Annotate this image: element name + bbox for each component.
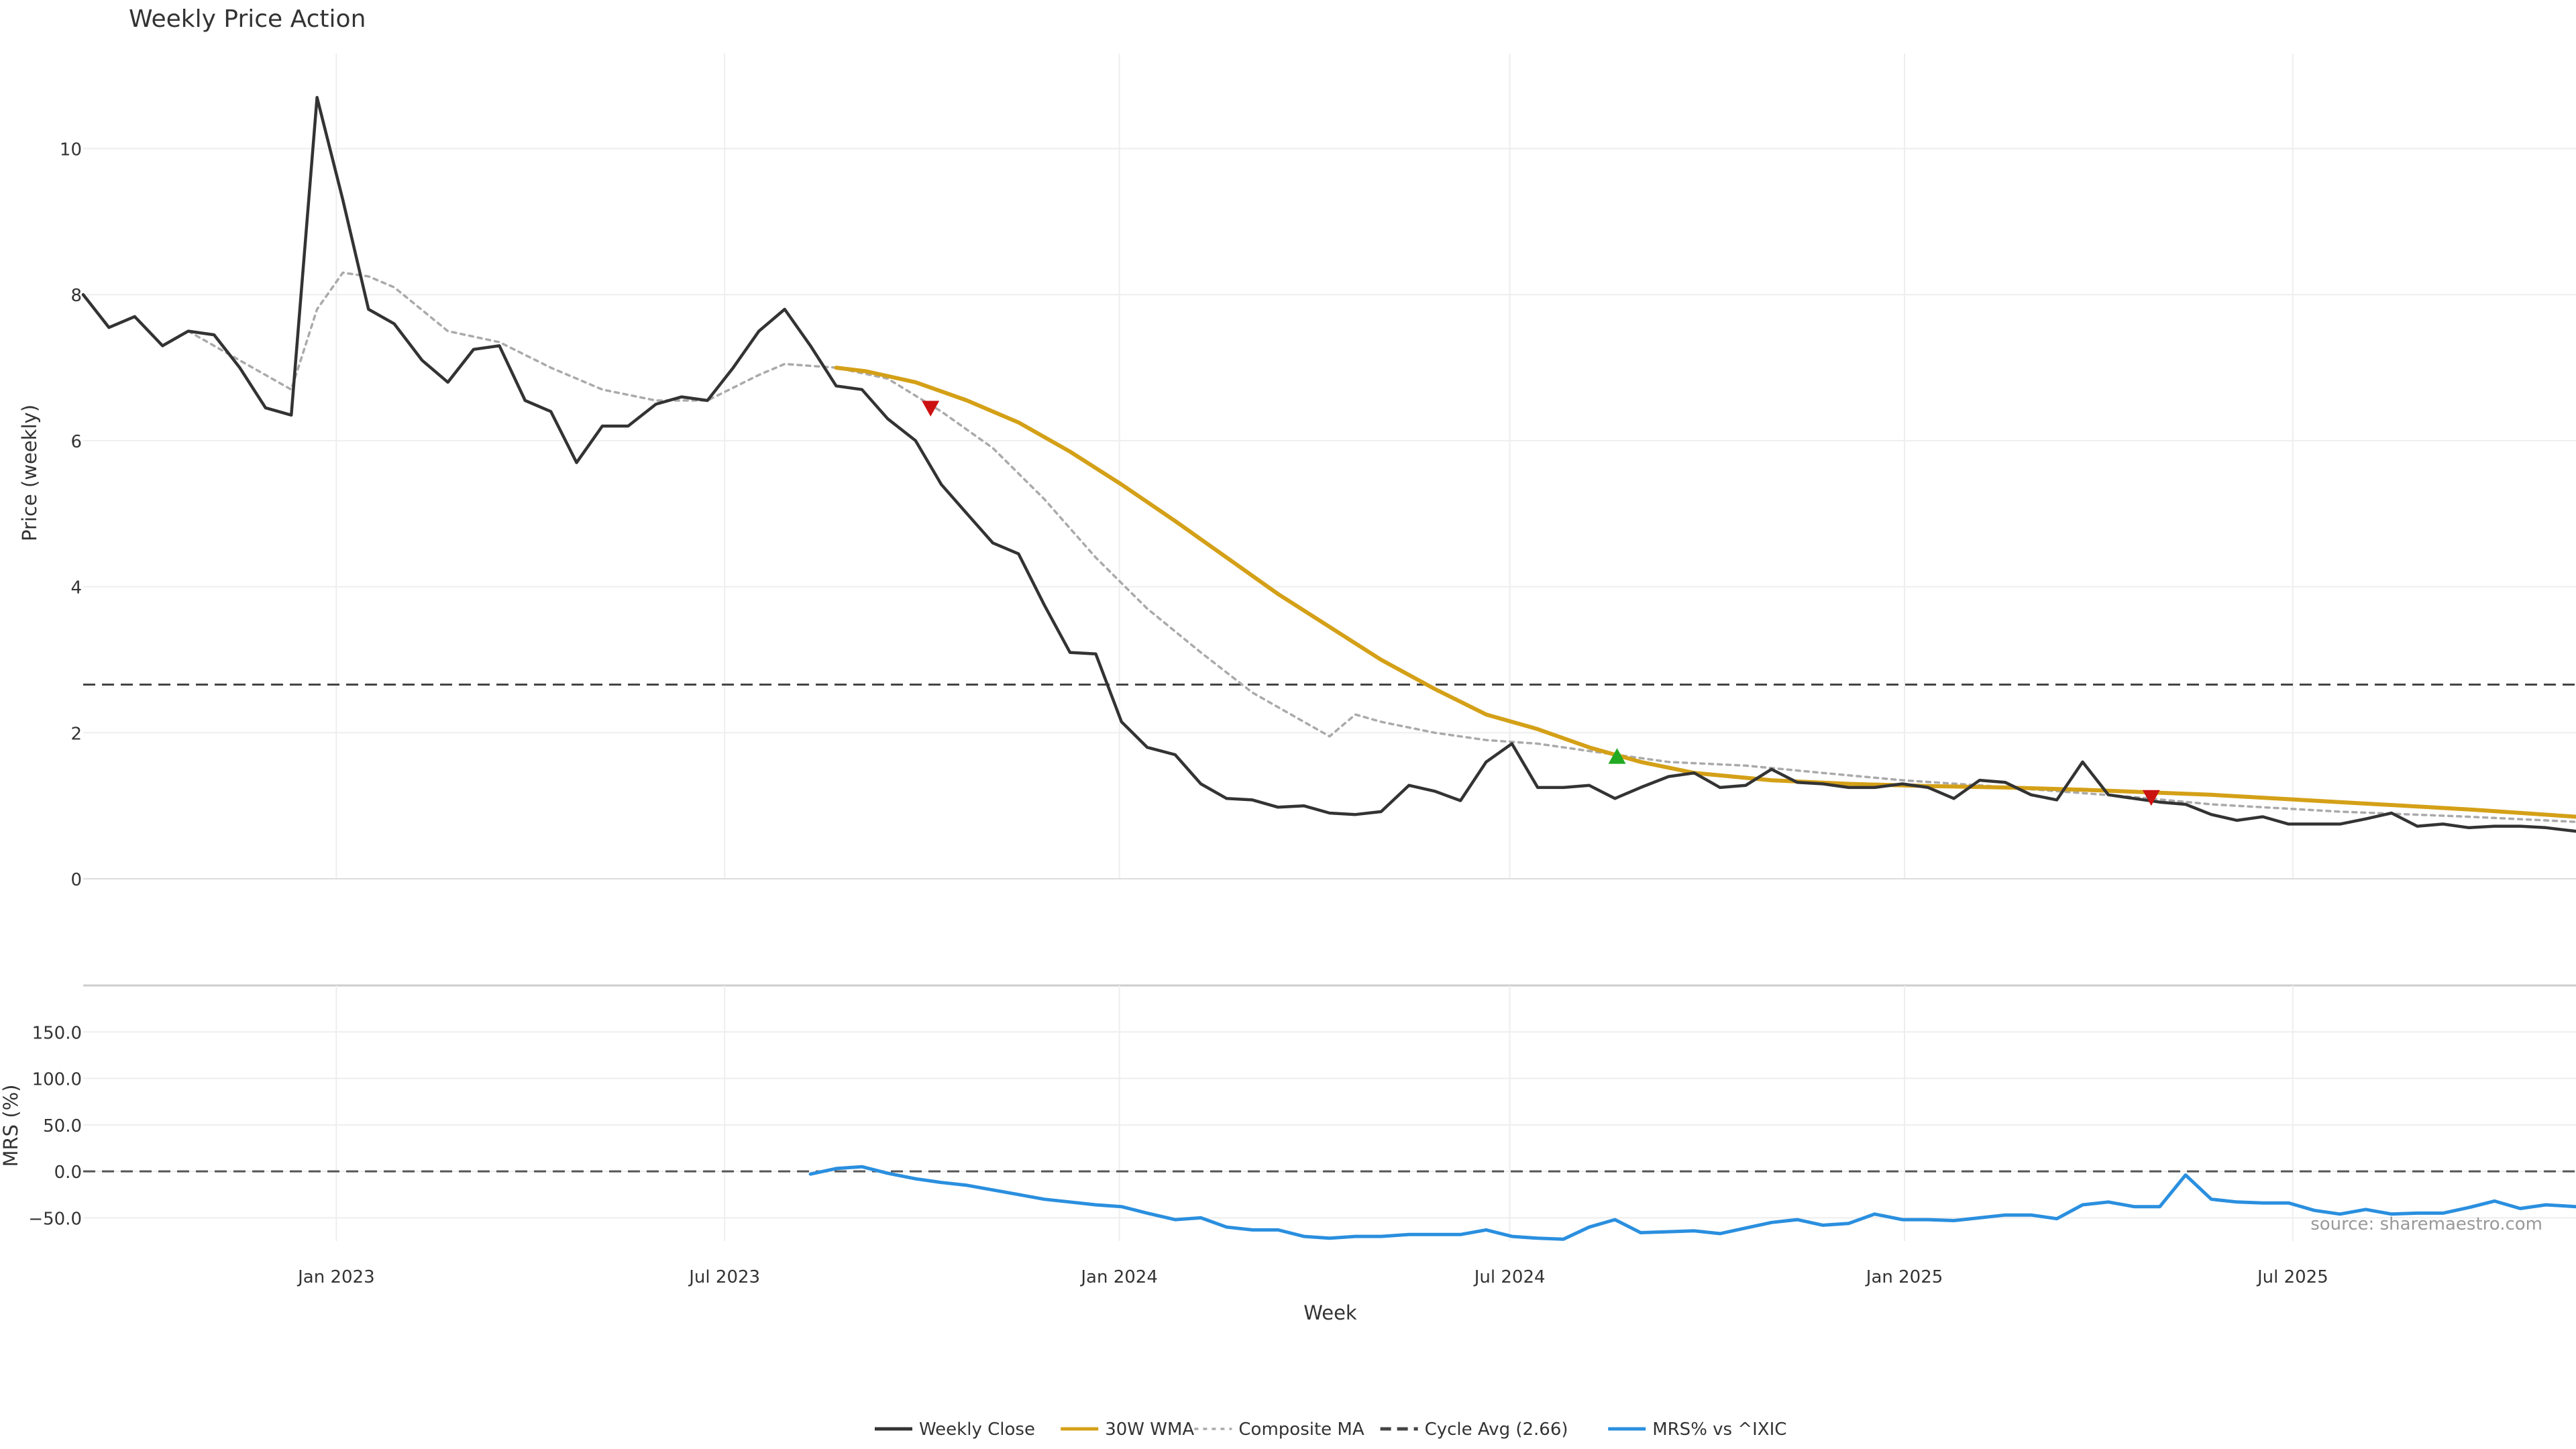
mrs-y-tick-label: −50.0 — [28, 1209, 82, 1229]
buy-signal-marker — [1608, 748, 1626, 764]
x-tick-label: Jan 2023 — [297, 1267, 375, 1287]
price-y-tick-label: 0 — [70, 870, 82, 890]
price-panel: 0 2 4 6 8 10 — [60, 54, 2576, 890]
mrs-y-ticks: −50.0 0.0 50.0 100.0 150.0 — [28, 1023, 82, 1229]
series-line-weekly-close — [81, 96, 2576, 833]
series-line-30w-wma — [834, 366, 2576, 819]
source-note: source: sharemaestro.com — [2310, 1214, 2542, 1234]
price-y-tick-label: 2 — [70, 724, 82, 744]
legend: Weekly Close 30W WMA Composite MA Cycle Avg… — [875, 1419, 1786, 1440]
x-axis-ticks: Jan 2023 Jul 2023 Jan 2024 Jul 2024 Jan 2025… — [297, 1267, 2328, 1287]
legend-label: Weekly Close — [919, 1419, 1035, 1440]
legend-label: MRS% vs ^IXIC — [1652, 1419, 1786, 1440]
price-y-tick-label: 8 — [70, 286, 82, 306]
x-tick-label: Jan 2025 — [1865, 1267, 1943, 1287]
chart-title: Weekly Price Action — [129, 5, 366, 33]
x-axis-label: Week — [1303, 1301, 1357, 1324]
x-tick-label: Jul 2023 — [688, 1267, 760, 1287]
legend-label: Cycle Avg (2.66) — [1425, 1419, 1568, 1440]
mrs-panel: −50.0 0.0 50.0 100.0 150.0 — [28, 985, 2576, 1241]
x-tick-label: Jul 2024 — [1473, 1267, 1546, 1287]
mrs-y-axis-label: MRS (%) — [0, 1085, 22, 1167]
series-line-composite-ma — [186, 271, 2576, 823]
price-y-tick-label: 4 — [70, 578, 82, 598]
mrs-y-tick-label: 150.0 — [32, 1023, 82, 1043]
mrs-y-tick-label: 50.0 — [43, 1116, 82, 1136]
signal-markers — [922, 400, 2160, 806]
series-line-mrs — [808, 1165, 2576, 1241]
mrs-gridlines — [83, 985, 2576, 1241]
mrs-series — [808, 1165, 2576, 1241]
mrs-y-tick-label: 100.0 — [32, 1070, 82, 1090]
price-y-tick-label: 6 — [70, 432, 82, 452]
sell-signal-marker — [922, 400, 940, 417]
sell-signal-marker — [2142, 790, 2160, 806]
x-tick-label: Jan 2024 — [1079, 1267, 1158, 1287]
price-y-ticks: 0 2 4 6 8 10 — [60, 140, 82, 890]
price-y-axis-label: Price (weekly) — [18, 405, 41, 541]
legend-label: Composite MA — [1238, 1419, 1364, 1440]
legend-label: 30W WMA — [1105, 1419, 1194, 1440]
mrs-y-tick-label: 0.0 — [54, 1163, 82, 1183]
price-series — [81, 96, 2576, 833]
price-y-tick-label: 10 — [60, 140, 82, 160]
x-tick-label: Jul 2025 — [2256, 1267, 2328, 1287]
